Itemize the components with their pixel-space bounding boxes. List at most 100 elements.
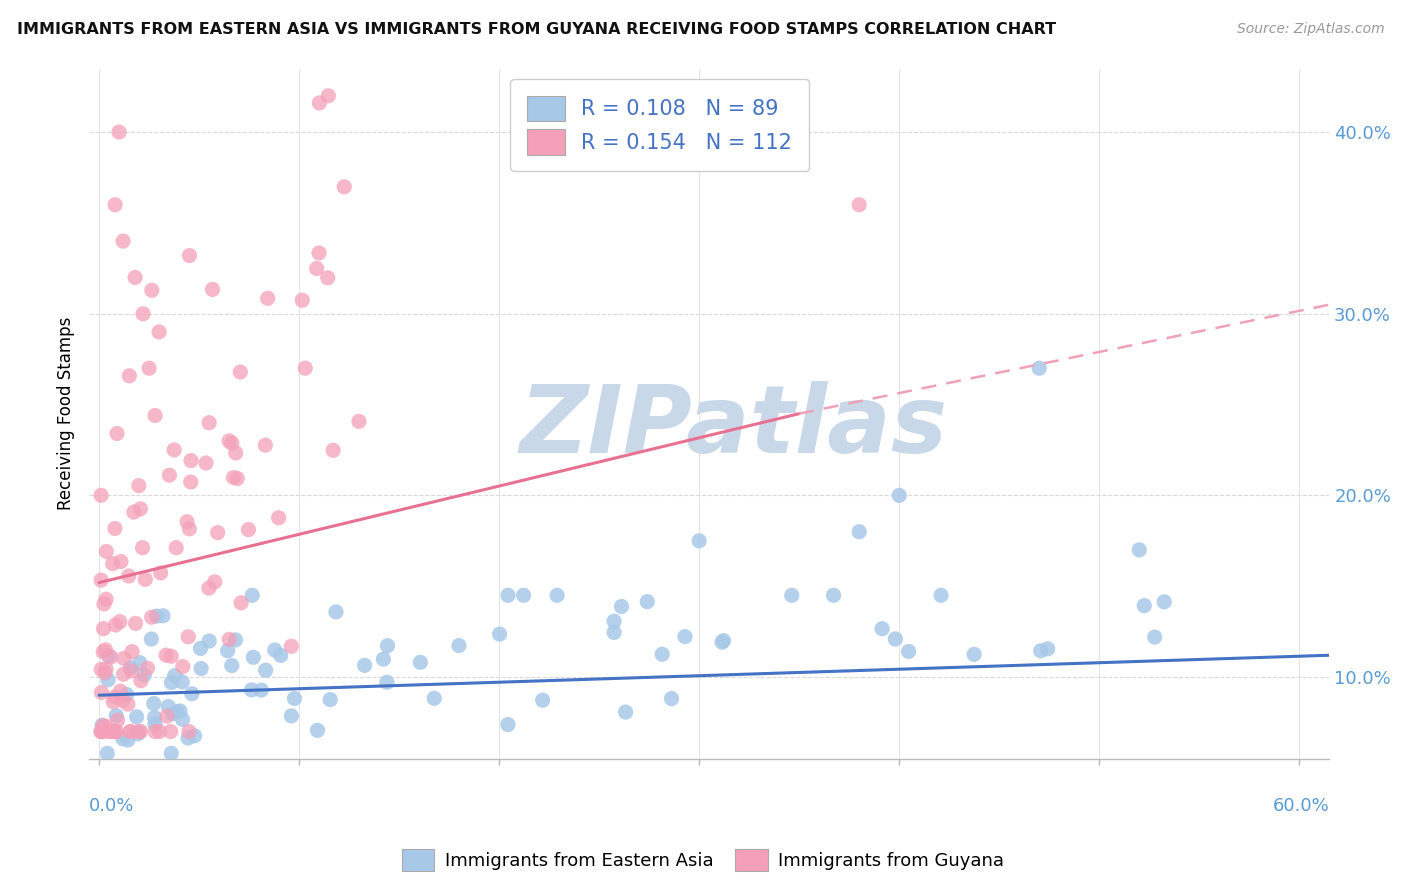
Point — [94, 662, 117, 676]
Point — [198, 634, 221, 648]
Point — [347, 414, 370, 428]
Point — [180, 453, 202, 467]
Point — [889, 488, 911, 502]
Point — [100, 650, 122, 665]
Text: Source: ZipAtlas.com: Source: ZipAtlas.com — [1237, 22, 1385, 37]
Point — [242, 650, 264, 665]
Point — [138, 361, 160, 376]
Text: 60.0%: 60.0% — [1272, 797, 1329, 814]
Point — [240, 682, 263, 697]
Point — [117, 697, 139, 711]
Point — [884, 632, 907, 646]
Point — [110, 684, 132, 698]
Point — [270, 648, 292, 663]
Point — [103, 695, 125, 709]
Point — [120, 661, 142, 675]
Point — [155, 648, 177, 663]
Point — [1036, 641, 1059, 656]
Point — [929, 588, 952, 602]
Point — [183, 729, 205, 743]
Point — [423, 691, 446, 706]
Point — [128, 724, 150, 739]
Point — [229, 365, 252, 379]
Point — [180, 687, 202, 701]
Point — [823, 588, 845, 602]
Point — [93, 622, 115, 636]
Legend: R = 0.108   N = 89, R = 0.154   N = 112: R = 0.108 N = 89, R = 0.154 N = 112 — [510, 78, 808, 171]
Point — [713, 633, 735, 648]
Point — [711, 635, 734, 649]
Point — [172, 659, 194, 673]
Point — [141, 283, 163, 297]
Point — [143, 724, 166, 739]
Point — [120, 724, 142, 739]
Point — [90, 724, 112, 739]
Point — [121, 645, 143, 659]
Point — [531, 693, 554, 707]
Point — [90, 662, 112, 676]
Point — [94, 642, 117, 657]
Point — [319, 692, 342, 706]
Text: 0.0%: 0.0% — [89, 797, 135, 814]
Point — [118, 569, 141, 583]
Point — [112, 667, 135, 681]
Point — [603, 614, 626, 628]
Point — [267, 510, 290, 524]
Point — [238, 523, 260, 537]
Point — [148, 724, 170, 739]
Point — [308, 246, 330, 260]
Point — [256, 291, 278, 305]
Point — [1028, 361, 1050, 376]
Point — [177, 724, 200, 739]
Point — [333, 179, 356, 194]
Point — [166, 705, 188, 719]
Point — [221, 436, 243, 450]
Point — [107, 713, 129, 727]
Point — [91, 645, 114, 659]
Point — [117, 733, 139, 747]
Point — [190, 661, 212, 675]
Point — [308, 95, 330, 110]
Point — [90, 488, 112, 502]
Point — [103, 724, 125, 739]
Point — [152, 608, 174, 623]
Point — [496, 588, 519, 602]
Point — [375, 675, 398, 690]
Point — [172, 713, 194, 727]
Point — [163, 442, 186, 457]
Point — [291, 293, 314, 308]
Point — [94, 665, 117, 680]
Point — [488, 627, 510, 641]
Point — [160, 649, 183, 664]
Point — [870, 622, 893, 636]
Point — [134, 572, 156, 586]
Point — [325, 605, 347, 619]
Point — [90, 573, 112, 587]
Point — [120, 724, 142, 739]
Point — [143, 710, 166, 724]
Point — [177, 731, 200, 745]
Point — [162, 706, 184, 721]
Point — [148, 325, 170, 339]
Point — [134, 668, 156, 682]
Point — [125, 710, 148, 724]
Point — [128, 478, 150, 492]
Point — [1029, 644, 1052, 658]
Point — [688, 533, 710, 548]
Point — [1143, 630, 1166, 644]
Text: IMMIGRANTS FROM EASTERN ASIA VS IMMIGRANTS FROM GUYANA RECEIVING FOOD STAMPS COR: IMMIGRANTS FROM EASTERN ASIA VS IMMIGRAN… — [17, 22, 1056, 37]
Point — [897, 644, 920, 658]
Point — [218, 434, 240, 448]
Point — [603, 625, 626, 640]
Point — [141, 610, 163, 624]
Point — [318, 88, 340, 103]
Point — [963, 648, 986, 662]
Point — [225, 446, 247, 460]
Text: ZIPatlas: ZIPatlas — [520, 382, 948, 474]
Point — [105, 708, 128, 723]
Point — [661, 691, 683, 706]
Point — [305, 261, 328, 276]
Point — [136, 661, 159, 675]
Point — [1133, 599, 1156, 613]
Point — [94, 719, 117, 733]
